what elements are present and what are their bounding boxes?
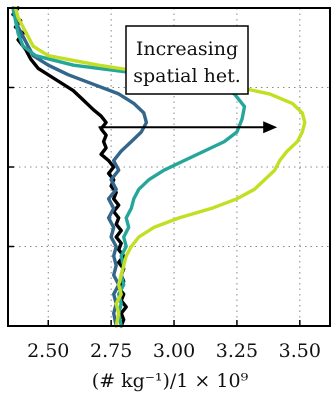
annotation: Increasing spatial het. [98,25,278,134]
annotation-arrow-head [263,121,278,134]
series-group [11,6,307,328]
x-tick-label-3: 3.25 [216,340,258,362]
series-line-3 [13,6,307,328]
x-tick-label-0: 2.50 [27,340,69,362]
annotation-line-2: spatial het. [133,65,241,87]
x-tick-label-2: 3.00 [153,340,195,362]
x-axis-label: (# kg⁻¹)/1 × 10⁹ [92,370,249,392]
x-tick-label-4: 3.50 [279,340,321,362]
annotation-line-1: Increasing [136,38,238,60]
annotation-box [125,25,249,95]
series-line-1 [11,6,149,328]
ticks: 2.50 2.75 3.00 3.25 3.50 [8,86,321,362]
x-tick-label-1: 2.75 [90,340,132,362]
